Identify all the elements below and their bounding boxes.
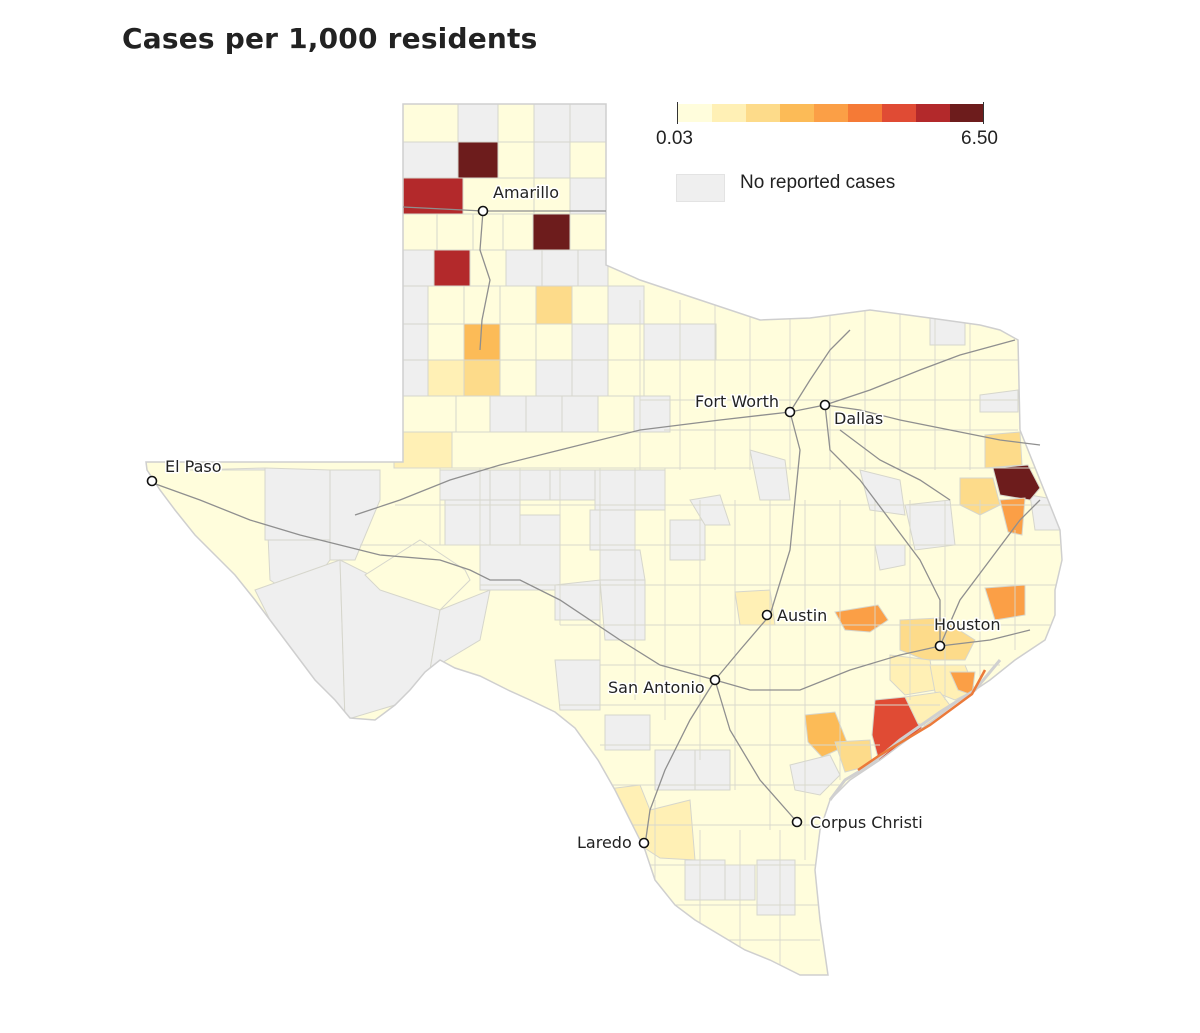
legend-swatch-7 bbox=[882, 104, 916, 122]
legend-min-tick bbox=[677, 102, 678, 124]
svg-text:Houston: Houston bbox=[934, 615, 1001, 634]
city-austin: Austin bbox=[761, 605, 829, 627]
legend-color-scale bbox=[678, 104, 984, 124]
city-san-antonio: San Antonio bbox=[607, 674, 721, 699]
legend-no-data-label: No reported cases bbox=[740, 172, 896, 193]
svg-text:San Antonio: San Antonio bbox=[608, 678, 705, 697]
map-title: Cases per 1,000 residents bbox=[122, 22, 538, 55]
legend-max-tick bbox=[983, 102, 984, 124]
city-corpus-christi: Corpus Christi bbox=[791, 812, 924, 834]
svg-text:Fort Worth: Fort Worth bbox=[695, 392, 779, 411]
legend-swatch-5 bbox=[814, 104, 848, 122]
svg-text:Amarillo: Amarillo bbox=[493, 183, 559, 202]
legend-min-label: 0.03 bbox=[656, 128, 693, 149]
city-markers: Amarillo Fort Worth Dallas El Paso Austi… bbox=[146, 182, 1002, 854]
highway-network bbox=[149, 206, 1041, 846]
city-houston: Houston bbox=[933, 614, 1002, 652]
legend-max-label: 6.50 bbox=[961, 128, 998, 149]
legend-no-data-swatch bbox=[676, 174, 725, 202]
svg-text:El Paso: El Paso bbox=[165, 457, 222, 476]
svg-text:Corpus Christi: Corpus Christi bbox=[810, 813, 923, 832]
svg-text:Austin: Austin bbox=[777, 606, 827, 625]
svg-text:Dallas: Dallas bbox=[834, 409, 883, 428]
state-outline bbox=[145, 103, 1063, 976]
legend-swatch-1 bbox=[678, 104, 712, 122]
svg-text:Laredo: Laredo bbox=[577, 833, 632, 852]
city-dallas: Dallas bbox=[819, 399, 885, 430]
city-amarillo: Amarillo bbox=[477, 182, 561, 217]
city-laredo: Laredo bbox=[576, 832, 650, 854]
legend-swatch-8 bbox=[916, 104, 950, 122]
legend-swatch-4 bbox=[780, 104, 814, 122]
legend-swatch-9 bbox=[950, 104, 984, 122]
legend-swatch-6 bbox=[848, 104, 882, 122]
city-fort-worth: Fort Worth bbox=[694, 391, 796, 418]
legend-swatch-3 bbox=[746, 104, 780, 122]
county-layer bbox=[189, 104, 1061, 965]
color-legend: 0.03 6.50 No reported cases bbox=[656, 100, 1016, 210]
legend-swatch-2 bbox=[712, 104, 746, 122]
city-el-paso: El Paso bbox=[146, 456, 223, 487]
